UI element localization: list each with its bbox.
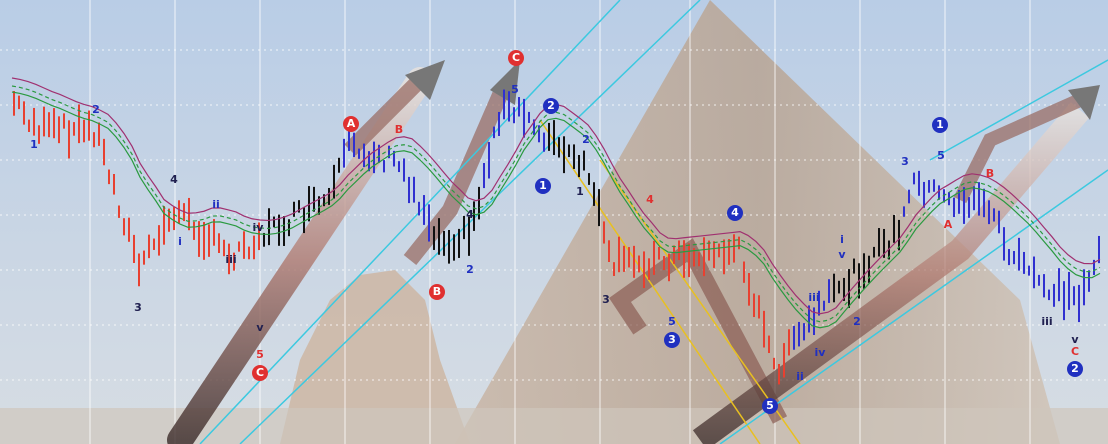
wave-label: B	[986, 167, 994, 180]
wave-label: iii	[1041, 315, 1052, 328]
wave-label: iii	[808, 291, 819, 304]
wave-label: A	[944, 218, 953, 231]
wave-label: 4	[731, 206, 739, 219]
wave-label: 2	[547, 99, 555, 112]
wave-label: 5	[668, 315, 676, 328]
wave-label: C	[256, 366, 264, 379]
wave-label: 2	[582, 133, 590, 146]
wave-label: C	[1071, 345, 1079, 358]
wave-label: 5	[937, 149, 945, 162]
arrows	[167, 60, 1100, 444]
wave-marker	[1067, 361, 1083, 377]
wave-label: 3	[901, 155, 909, 168]
wave-label: C	[512, 51, 520, 64]
wave-label: 2	[466, 263, 474, 276]
wave-marker	[664, 332, 680, 348]
wave-label: ii	[212, 198, 220, 211]
wave-label: 4	[646, 193, 654, 206]
sphinx	[280, 270, 470, 444]
wave-label: B	[433, 285, 441, 298]
wave-marker	[762, 398, 778, 414]
wave-label: 2	[1071, 362, 1079, 375]
wave-label: i	[178, 235, 182, 248]
wave-label: B	[395, 123, 403, 136]
wave-label: iii	[225, 253, 236, 266]
wave-label: 2	[853, 315, 861, 328]
wave-marker	[535, 178, 551, 194]
wave-label: v	[838, 248, 846, 261]
wave-label: v	[1071, 333, 1079, 346]
price-bars	[13, 89, 1100, 385]
wave-label: 1	[30, 138, 38, 151]
wave-label: 4	[466, 208, 474, 221]
ground	[0, 408, 1108, 444]
wave-label: 2	[92, 103, 100, 116]
wave-label: iv	[815, 346, 827, 359]
wave-marker	[429, 284, 445, 300]
wave-label: 1	[936, 118, 944, 131]
wave-marker	[727, 205, 743, 221]
wave-marker	[252, 365, 268, 381]
wave-label: i	[840, 233, 844, 246]
wave-label: 5	[256, 348, 264, 361]
wave-label: v	[256, 321, 264, 334]
wave-label: A	[347, 117, 356, 130]
wave-label: 3	[602, 293, 610, 306]
moving-average	[11, 91, 1101, 329]
wave-marker	[932, 117, 948, 133]
wave-label: 5	[511, 83, 519, 96]
wave-marker	[508, 50, 524, 66]
wave-label: 4	[170, 173, 178, 186]
pyramid	[455, 0, 1060, 444]
wave-label: iv	[253, 221, 265, 234]
wave-label: 1	[539, 179, 547, 192]
wave-marker	[343, 116, 359, 132]
moving-average	[11, 85, 1101, 323]
wave-label: 3	[668, 333, 676, 346]
wave-label: 3	[134, 301, 142, 314]
wave-label: 5	[766, 399, 774, 412]
wave-label: ii	[796, 370, 804, 383]
wave-label: 1	[576, 185, 584, 198]
wave-marker	[543, 98, 559, 114]
